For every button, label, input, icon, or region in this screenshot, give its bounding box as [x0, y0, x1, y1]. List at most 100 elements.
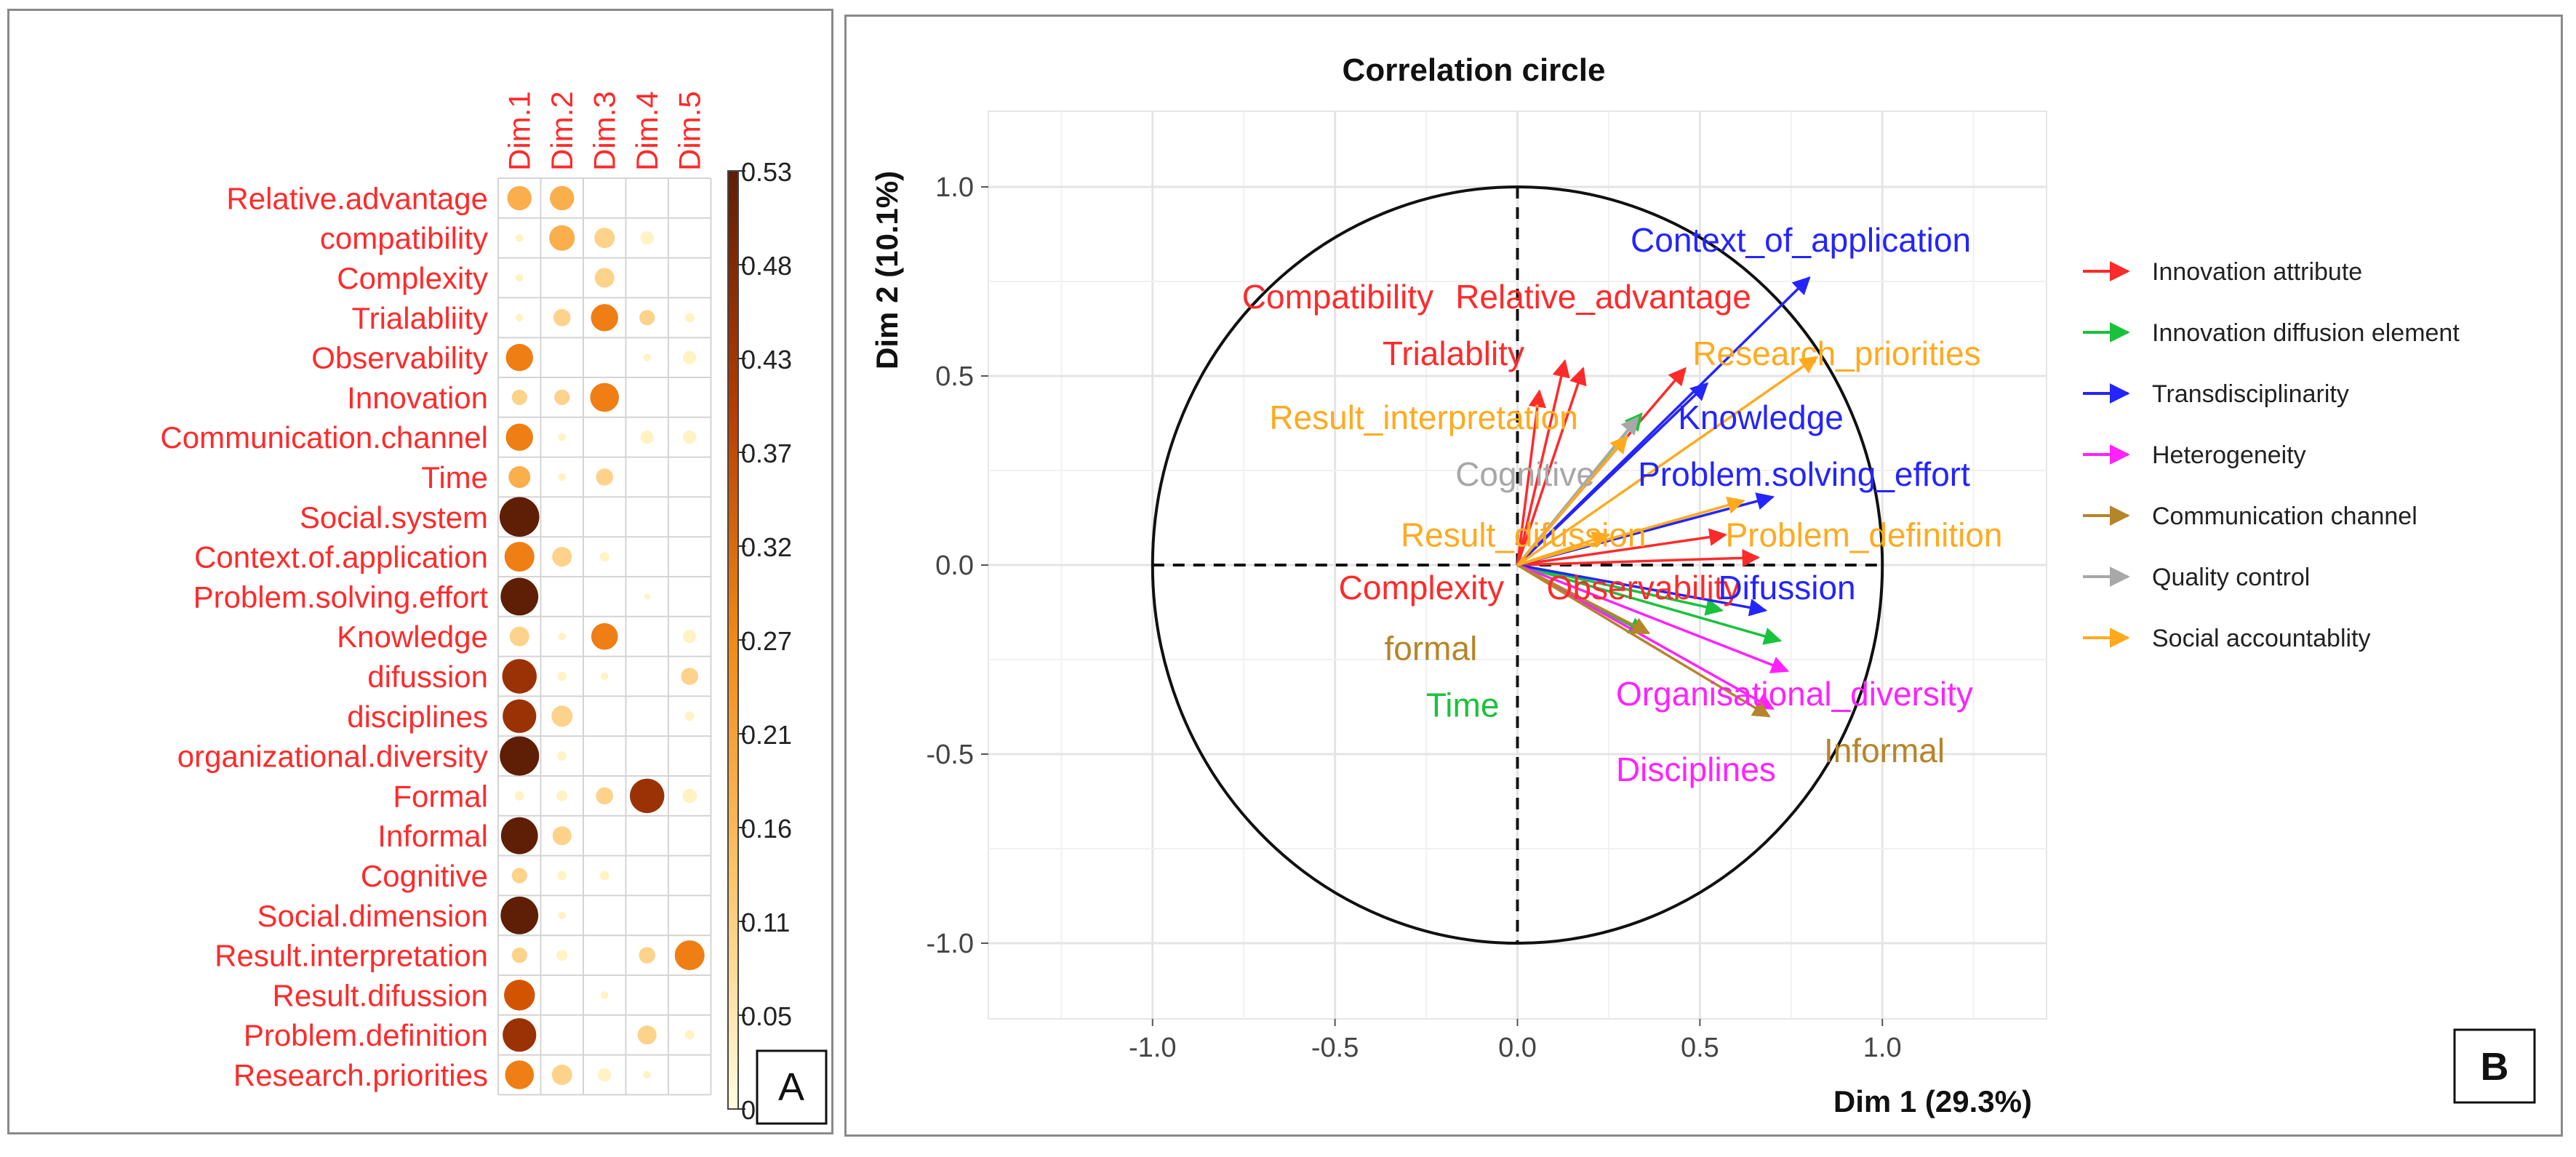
- correlation-dot: [674, 940, 705, 971]
- colorbar-tick-label: 0.16: [741, 814, 792, 844]
- correlation-dot: [640, 431, 654, 444]
- column-label: Dim.1: [502, 91, 536, 171]
- correlation-dot: [683, 351, 697, 364]
- correlation-dot: [598, 1068, 612, 1082]
- variable-label: Problem.solving_effort: [1638, 455, 1970, 493]
- correlation-dot: [554, 389, 570, 406]
- correlation-dot: [509, 626, 529, 646]
- correlation-dot: [508, 466, 531, 488]
- correlation-dot: [557, 751, 567, 761]
- y-tick-label: 0.0: [935, 551, 974, 581]
- correlation-dot: [499, 497, 540, 537]
- correlation-dot: [557, 870, 567, 881]
- variable-label: Compatibility: [1242, 278, 1433, 316]
- chart-title: Correlation circle: [1343, 52, 1606, 88]
- row-label: Observability: [311, 341, 488, 375]
- loading-arrow: [1516, 435, 1628, 567]
- loading-arrow: [1516, 564, 1771, 718]
- correlation-dot: [549, 225, 575, 251]
- row-label: disciplines: [347, 700, 488, 734]
- correlation-dot: [502, 659, 537, 694]
- correlation-dot: [682, 788, 697, 804]
- colorbar-tick-label: 0.27: [741, 626, 792, 656]
- panel-badge-label: A: [778, 1065, 804, 1109]
- loading-arrow: [1516, 359, 1570, 566]
- row-label: Informal: [377, 819, 488, 853]
- correlation-dot: [594, 268, 615, 288]
- row-label: Research.priorities: [233, 1058, 488, 1092]
- correlation-dot: [596, 468, 614, 486]
- correlation-dot: [599, 552, 609, 562]
- loading-arrow: [1516, 531, 1611, 567]
- correlation-dot: [505, 343, 533, 372]
- correlation-dot: [503, 699, 537, 733]
- row-label: compatibility: [320, 221, 488, 255]
- variable-label: formal: [1384, 629, 1477, 667]
- y-tick-label: 1.0: [935, 172, 974, 203]
- correlation-dot: [515, 273, 524, 282]
- correlation-dot: [591, 304, 618, 332]
- panel-a: Dim.1 Dim.2 Dim.3 Dim.4 Dim.5 Relative.advant…: [7, 9, 833, 1134]
- matrix-grid: [497, 177, 712, 1096]
- variable-label: Research_priorities: [1692, 335, 1980, 372]
- correlation-dot: [684, 313, 695, 323]
- colorbar-tick-label: 0.32: [741, 532, 792, 562]
- row-label: Trialabliity: [352, 301, 488, 335]
- variable-label: Difussion: [1718, 569, 1855, 606]
- correlation-dot: [600, 672, 609, 681]
- loading-arrow: [1516, 356, 1818, 567]
- panel-b: Context_of_application Compatibility Relat…: [844, 15, 2563, 1137]
- loading-arrow: [1517, 564, 1783, 645]
- correlation-dot: [556, 790, 568, 801]
- correlation-dot: [504, 980, 535, 1011]
- correlation-dot: [558, 911, 567, 920]
- variable-label: Result_interpretation: [1269, 399, 1577, 436]
- colorbar-tick-label: 0.48: [741, 251, 792, 281]
- colorbar-tick-label: 0.21: [741, 720, 792, 750]
- loading-arrow: [1517, 496, 1745, 567]
- variable-label: Context_of_application: [1631, 221, 1971, 259]
- correlation-dot: [553, 309, 571, 327]
- correlation-dot: [505, 423, 533, 451]
- correlation-dot: [552, 547, 572, 567]
- correlation-dot: [505, 1060, 535, 1089]
- x-tick-label: 1.0: [1863, 1033, 1902, 1063]
- correlation-dot: [640, 231, 654, 245]
- legend-label: Communication channel: [2152, 503, 2417, 530]
- correlation-dot: [503, 1018, 537, 1052]
- correlation-dot: [600, 991, 609, 999]
- loading-arrow: [1516, 564, 1651, 635]
- correlation-dot: [599, 870, 609, 881]
- correlation-dot: [511, 948, 527, 964]
- loading-arrow: [1516, 367, 1587, 566]
- row-label: Knowledge: [337, 620, 488, 654]
- panel-badge: [756, 1049, 828, 1125]
- colorbar-tick-label: 0.53: [741, 157, 792, 187]
- legend-label: Social accountablity: [2152, 625, 2371, 652]
- correlation-dot-matrix: Dim.1 Dim.2 Dim.3 Dim.4 Dim.5 Relative.advant…: [160, 91, 828, 1125]
- correlation-dot: [500, 577, 539, 616]
- row-label: organizational.diversity: [177, 740, 488, 774]
- y-tick-label: -0.5: [927, 740, 974, 770]
- y-tick-label: -1.0: [927, 929, 974, 959]
- variable-label: Time: [1426, 686, 1500, 724]
- correlation-dot: [551, 1065, 572, 1085]
- row-label: Social.system: [300, 500, 488, 535]
- x-tick-label: 0.5: [1681, 1033, 1719, 1063]
- correlation-dot: [515, 233, 524, 242]
- colorbar: [727, 170, 739, 1110]
- correlation-dot: [644, 593, 650, 600]
- y-axis-label: Dim 2 (10.1%): [870, 171, 904, 369]
- correlation-dot: [504, 542, 535, 572]
- loading-arrow: [1517, 528, 1727, 567]
- row-label: Cognitive: [361, 859, 488, 893]
- loading-arrow: [1516, 564, 1790, 673]
- correlation-dot: [500, 896, 539, 934]
- correlation-dot: [557, 671, 567, 681]
- correlation-dot: [514, 790, 524, 801]
- colorbar-tick-label: 0.05: [741, 1001, 792, 1031]
- correlation-dot: [684, 711, 695, 721]
- variable-label: Cognitive: [1455, 455, 1595, 493]
- colorbar-tick-label: 0.37: [741, 439, 792, 468]
- correlation-dot: [684, 1030, 695, 1040]
